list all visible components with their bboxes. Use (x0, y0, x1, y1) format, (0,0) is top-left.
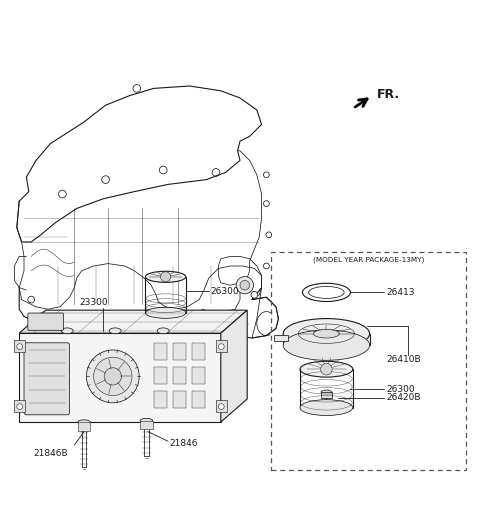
FancyBboxPatch shape (28, 313, 63, 330)
Bar (173, 343, 186, 360)
Bar (14, 401, 25, 412)
Circle shape (218, 404, 224, 410)
Polygon shape (19, 310, 247, 333)
Circle shape (266, 232, 272, 238)
Circle shape (218, 344, 224, 350)
Bar (154, 367, 167, 384)
Ellipse shape (157, 328, 169, 334)
Circle shape (240, 280, 250, 290)
Ellipse shape (300, 361, 353, 377)
Polygon shape (19, 333, 221, 422)
Text: 26420B: 26420B (386, 394, 421, 403)
Bar (271, 252, 466, 470)
Circle shape (104, 368, 121, 385)
Ellipse shape (140, 418, 153, 423)
Circle shape (160, 272, 171, 282)
Ellipse shape (109, 328, 121, 334)
Circle shape (321, 363, 332, 375)
Text: 26300: 26300 (386, 385, 415, 394)
Bar (192, 391, 205, 408)
Circle shape (264, 172, 269, 178)
Ellipse shape (61, 328, 73, 334)
Circle shape (237, 325, 243, 332)
Bar (216, 340, 227, 352)
Bar (216, 401, 227, 412)
Text: 23300: 23300 (79, 298, 108, 307)
Bar (78, 422, 90, 430)
Circle shape (236, 277, 253, 294)
Ellipse shape (321, 390, 332, 394)
Ellipse shape (309, 286, 344, 298)
Bar (14, 340, 25, 352)
Ellipse shape (283, 319, 370, 349)
Ellipse shape (145, 307, 186, 318)
Text: FR.: FR. (377, 88, 400, 101)
Circle shape (264, 263, 269, 269)
Polygon shape (221, 310, 247, 422)
Circle shape (28, 296, 35, 303)
Bar (173, 391, 186, 408)
Circle shape (264, 201, 269, 206)
Bar (192, 343, 205, 360)
Circle shape (86, 350, 139, 403)
Text: 26300: 26300 (210, 287, 239, 296)
Text: (MODEL YEAR PACKAGE-13MY): (MODEL YEAR PACKAGE-13MY) (313, 256, 424, 263)
Circle shape (17, 404, 23, 410)
Text: 21846B: 21846B (33, 450, 68, 459)
Bar (321, 392, 332, 398)
Ellipse shape (300, 400, 353, 415)
Text: 26413: 26413 (386, 288, 415, 297)
Ellipse shape (283, 330, 370, 360)
Bar (140, 421, 153, 429)
Circle shape (94, 357, 132, 396)
Circle shape (17, 344, 23, 350)
Ellipse shape (313, 329, 339, 338)
Ellipse shape (145, 271, 186, 282)
Circle shape (37, 313, 44, 320)
Bar (192, 367, 205, 384)
Circle shape (251, 292, 258, 298)
Ellipse shape (78, 420, 90, 424)
FancyBboxPatch shape (24, 343, 70, 415)
Polygon shape (274, 335, 288, 341)
Bar (154, 343, 167, 360)
Text: 26410B: 26410B (386, 355, 421, 364)
Bar (154, 391, 167, 408)
Text: 21846: 21846 (169, 439, 197, 448)
Bar (173, 367, 186, 384)
